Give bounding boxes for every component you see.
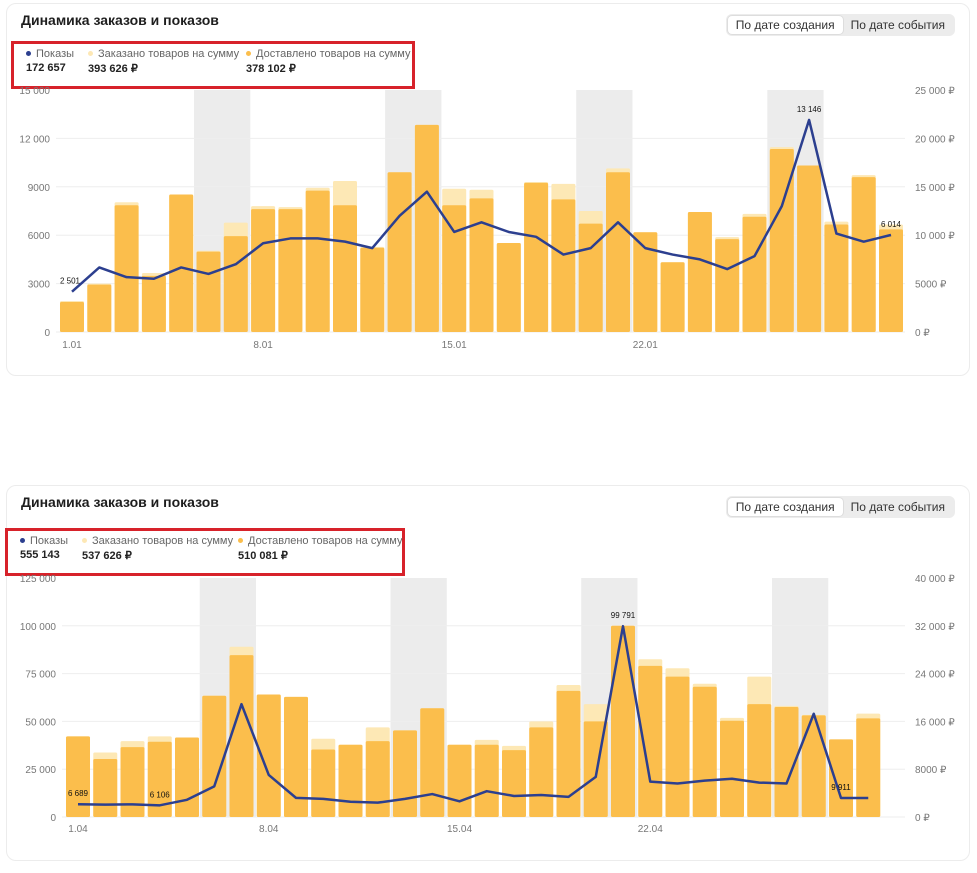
legend-delivered-value: 510 081 ₽ [238,550,288,562]
legend-delivered-label: Доставлено товаров на сумму [248,535,403,547]
legend-ordered-value: 537 626 ₽ [82,550,132,562]
toggle-by-event-date[interactable]: По дате события [850,18,945,32]
legend-ordered[interactable]: Заказано товаров на сумму 537 626 ₽ [82,535,233,562]
toggle-by-creation-date[interactable]: По дате создания [727,498,843,516]
ordered-dot-icon [82,537,87,543]
legend-shows[interactable]: Показы 555 143 [20,535,68,561]
chart-panel-1: Динамика заказов и показов По дате созда… [6,3,970,376]
delivered-dot-icon [238,537,243,543]
date-mode-toggle: По дате создания По дате события [725,496,955,518]
ordered-dot-icon [88,50,93,56]
shows-dot-icon [26,50,31,56]
legend-delivered[interactable]: Доставлено товаров на сумму 378 102 ₽ [246,48,410,75]
legend-ordered-value: 393 626 ₽ [88,63,138,75]
toggle-by-creation-date[interactable]: По дате создания [727,16,843,34]
legend-shows-label: Показы [30,535,69,547]
date-mode-toggle: По дате создания По дате события [725,14,955,36]
legend-shows-value: 555 143 [20,549,60,561]
panel-title: Динамика заказов и показов [21,12,219,28]
legend-ordered-label: Заказано товаров на сумму [98,48,240,60]
legend-shows[interactable]: Показы 172 657 [26,48,74,74]
legend-highlight: Показы 172 657 Заказано товаров на сумму… [11,41,415,89]
legend-shows-label: Показы [36,48,75,60]
legend-delivered-value: 378 102 ₽ [246,63,296,75]
chart-panel-2: Динамика заказов и показов По дате созда… [5,485,970,861]
legend-ordered[interactable]: Заказано товаров на сумму 393 626 ₽ [88,48,239,75]
legend-delivered[interactable]: Доставлено товаров на сумму 510 081 ₽ [238,535,402,562]
legend-ordered-label: Заказано товаров на сумму [92,535,234,547]
toggle-by-event-date[interactable]: По дате события [850,500,945,514]
legend-highlight: Показы 555 143 Заказано товаров на сумму… [5,528,405,576]
shows-dot-icon [20,537,25,543]
delivered-dot-icon [246,50,251,56]
legend-shows-value: 172 657 [26,62,66,74]
panel-title: Динамика заказов и показов [21,494,219,510]
legend-delivered-label: Доставлено товаров на сумму [256,48,411,60]
